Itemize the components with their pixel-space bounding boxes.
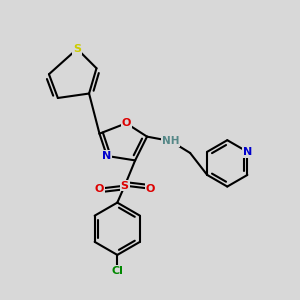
Text: N: N (243, 147, 252, 157)
Text: N: N (102, 151, 112, 161)
Text: O: O (122, 118, 131, 128)
Text: Cl: Cl (111, 266, 123, 276)
Text: NH: NH (162, 136, 180, 146)
Text: O: O (145, 184, 155, 194)
Text: S: S (121, 181, 129, 191)
Text: S: S (73, 44, 81, 54)
Text: O: O (95, 184, 104, 194)
